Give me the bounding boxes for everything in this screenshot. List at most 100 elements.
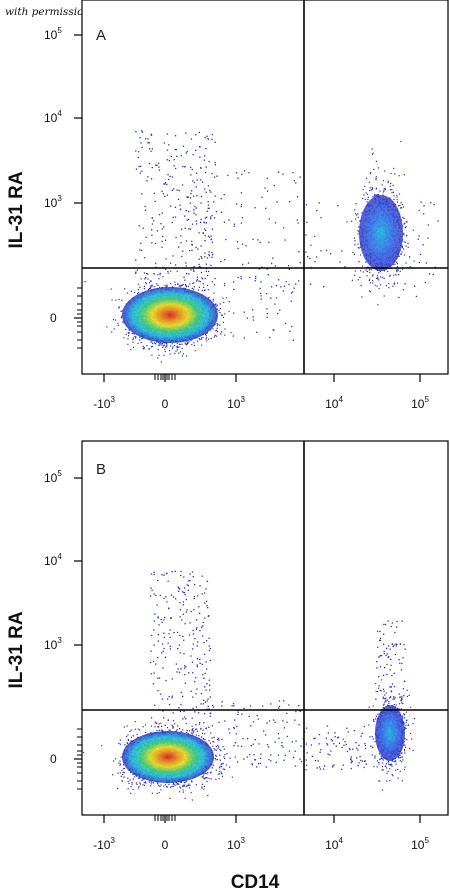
event-dot bbox=[196, 619, 198, 621]
event-dot bbox=[157, 617, 159, 619]
event-dot bbox=[186, 355, 188, 357]
event-dot bbox=[169, 648, 171, 650]
event-dot bbox=[398, 274, 400, 276]
event-dot bbox=[403, 241, 405, 243]
event-dot bbox=[430, 202, 432, 204]
event-dot bbox=[250, 725, 252, 727]
event-dot bbox=[148, 348, 150, 350]
event-dot bbox=[216, 304, 218, 306]
event-dot bbox=[179, 710, 182, 713]
event-dot bbox=[275, 297, 278, 299]
event-dot bbox=[170, 594, 173, 596]
event-dot bbox=[197, 641, 199, 643]
event-dot bbox=[182, 789, 184, 791]
event-dot bbox=[369, 189, 371, 192]
event-dot bbox=[153, 672, 155, 674]
event-dot bbox=[292, 171, 294, 174]
event-dot bbox=[150, 150, 152, 152]
event-dot bbox=[358, 744, 360, 746]
event-dot bbox=[391, 189, 393, 191]
event-dot bbox=[135, 168, 138, 170]
event-dot bbox=[318, 743, 320, 745]
event-dot bbox=[202, 703, 204, 705]
event-dot bbox=[389, 189, 391, 191]
event-dot bbox=[241, 173, 243, 176]
event-dot bbox=[383, 650, 385, 653]
event-dot bbox=[203, 159, 205, 161]
event-dot bbox=[213, 741, 215, 743]
event-dot bbox=[280, 286, 282, 288]
event-dot bbox=[350, 767, 352, 770]
event-dot bbox=[151, 217, 153, 219]
event-dot bbox=[154, 704, 156, 706]
event-dot bbox=[372, 282, 374, 284]
event-dot bbox=[262, 705, 264, 707]
event-dot bbox=[106, 326, 108, 328]
event-dot bbox=[168, 144, 170, 146]
panel-a-label: A bbox=[96, 27, 106, 44]
event-dot bbox=[170, 283, 172, 285]
event-dot bbox=[143, 347, 145, 349]
event-dot bbox=[181, 347, 183, 349]
event-dot bbox=[174, 148, 176, 151]
event-dot bbox=[124, 744, 126, 746]
event-dot bbox=[158, 624, 160, 626]
event-dot bbox=[150, 717, 153, 719]
event-dot bbox=[202, 232, 204, 234]
event-dot bbox=[337, 204, 339, 207]
event-dot bbox=[326, 744, 329, 746]
event-dot bbox=[215, 759, 217, 761]
event-dot bbox=[135, 336, 137, 338]
event-dot bbox=[163, 344, 165, 346]
event-dot bbox=[141, 146, 143, 149]
event-dot bbox=[192, 733, 194, 735]
event-dot bbox=[190, 166, 192, 169]
event-dot bbox=[192, 629, 194, 632]
event-dot bbox=[427, 224, 429, 226]
event-dot bbox=[364, 744, 367, 747]
event-dot bbox=[183, 276, 185, 278]
event-dot bbox=[286, 735, 288, 738]
event-dot bbox=[178, 190, 180, 192]
event-dot bbox=[259, 762, 262, 764]
event-dot bbox=[288, 201, 291, 203]
event-dot bbox=[326, 725, 329, 727]
event-dot bbox=[403, 695, 405, 697]
event-dot bbox=[369, 282, 371, 284]
event-dot bbox=[175, 350, 177, 352]
event-dot bbox=[334, 736, 336, 738]
event-dot bbox=[252, 316, 254, 318]
event-dot bbox=[290, 300, 292, 302]
event-dot bbox=[159, 272, 161, 274]
event-dot bbox=[237, 745, 239, 747]
event-dot bbox=[166, 346, 168, 348]
event-dot bbox=[137, 283, 140, 285]
event-dot bbox=[391, 683, 394, 685]
event-dot bbox=[335, 745, 337, 747]
event-dot bbox=[350, 758, 352, 760]
event-dot bbox=[171, 697, 173, 699]
event-dot bbox=[205, 263, 207, 265]
event-dot bbox=[150, 595, 152, 597]
event-dot bbox=[209, 689, 211, 691]
event-dot bbox=[193, 609, 195, 611]
event-dot bbox=[137, 342, 139, 344]
event-dot bbox=[179, 204, 181, 206]
event-dot bbox=[166, 601, 168, 603]
event-dot bbox=[181, 184, 184, 186]
event-dot bbox=[299, 758, 301, 760]
event-dot bbox=[154, 200, 156, 202]
event-dot bbox=[205, 600, 208, 602]
event-dot bbox=[164, 195, 166, 197]
event-dot bbox=[341, 746, 343, 749]
event-dot bbox=[200, 202, 202, 204]
event-dot bbox=[181, 284, 183, 286]
event-dot bbox=[193, 212, 195, 214]
event-dot bbox=[403, 644, 405, 646]
event-dot bbox=[166, 194, 169, 196]
event-dot bbox=[284, 754, 286, 756]
event-dot bbox=[150, 178, 153, 180]
event-dot bbox=[195, 149, 197, 152]
event-dot bbox=[424, 281, 426, 284]
event-dot bbox=[372, 746, 374, 749]
